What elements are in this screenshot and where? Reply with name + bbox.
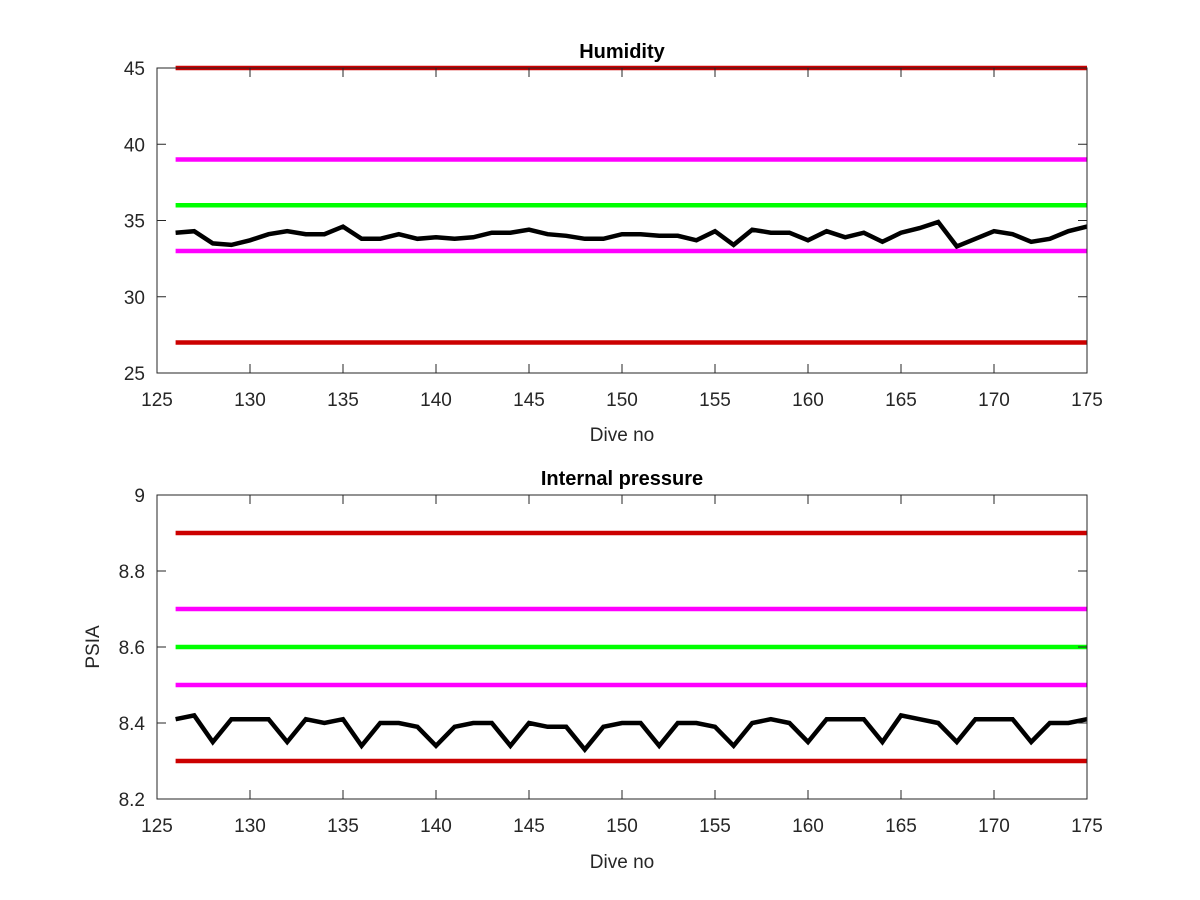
pressure-x-tick-label: 160 bbox=[792, 816, 824, 837]
pressure-x-tick-label: 130 bbox=[234, 816, 266, 837]
humidity-y-tick-label: 35 bbox=[124, 212, 145, 233]
pressure-x-label: Dive no bbox=[590, 852, 654, 873]
pressure-y-tick-label: 8.8 bbox=[119, 562, 145, 583]
pressure-x-ticks: 125 130 135 140 145 150 155 160 165 170 175 bbox=[141, 495, 1103, 837]
pressure-x-tick-label: 150 bbox=[606, 816, 638, 837]
pressure-y-label: PSIA bbox=[83, 625, 104, 669]
pressure-y-ticks: 8.2 8.4 8.6 8.8 9 bbox=[119, 486, 1087, 811]
humidity-x-tick-label: 150 bbox=[606, 390, 638, 411]
humidity-plot-area bbox=[157, 68, 1087, 373]
humidity-x-tick-label: 140 bbox=[420, 390, 452, 411]
pressure-series-line-0 bbox=[175, 712, 1088, 754]
humidity-x-tick-label: 135 bbox=[327, 390, 359, 411]
pressure-panel: 125 130 135 140 145 150 155 160 165 170 175 8.2 8.4… bbox=[83, 468, 1103, 873]
humidity-x-tick-label: 160 bbox=[792, 390, 824, 411]
humidity-y-tick-label: 30 bbox=[124, 288, 145, 309]
humidity-x-tick-label: 145 bbox=[513, 390, 545, 411]
humidity-panel: 125 130 135 140 145 150 155 160 165 170 175 25 30 35… bbox=[124, 41, 1103, 446]
humidity-y-tick-label: 40 bbox=[124, 135, 145, 156]
humidity-series-line-0 bbox=[175, 219, 1088, 250]
pressure-x-tick-label: 155 bbox=[699, 816, 731, 837]
pressure-title: Internal pressure bbox=[541, 468, 703, 490]
humidity-y-tick-label: 45 bbox=[124, 59, 145, 80]
humidity-x-tick-label: 130 bbox=[234, 390, 266, 411]
pressure-x-tick-label: 170 bbox=[978, 816, 1010, 837]
humidity-x-tick-label: 125 bbox=[141, 390, 173, 411]
pressure-x-tick-label: 175 bbox=[1071, 816, 1103, 837]
pressure-x-tick-label: 135 bbox=[327, 816, 359, 837]
humidity-title: Humidity bbox=[579, 41, 665, 63]
pressure-x-tick-label: 125 bbox=[141, 816, 173, 837]
pressure-y-tick-label: 8.2 bbox=[119, 790, 145, 811]
humidity-series bbox=[175, 219, 1088, 250]
pressure-y-tick-label: 8.6 bbox=[119, 638, 145, 659]
pressure-reference-lines bbox=[175, 530, 1087, 764]
humidity-x-ticks: 125 130 135 140 145 150 155 160 165 170 175 bbox=[141, 68, 1103, 411]
pressure-x-tick-label: 165 bbox=[885, 816, 917, 837]
pressure-series bbox=[175, 712, 1088, 754]
pressure-x-tick-label: 145 bbox=[513, 816, 545, 837]
humidity-x-label: Dive no bbox=[590, 425, 654, 446]
humidity-y-tick-label: 25 bbox=[124, 364, 145, 385]
humidity-x-tick-label: 175 bbox=[1071, 390, 1103, 411]
pressure-x-tick-label: 140 bbox=[420, 816, 452, 837]
pressure-y-tick-label: 8.4 bbox=[119, 714, 146, 735]
humidity-x-tick-label: 170 bbox=[978, 390, 1010, 411]
humidity-x-tick-label: 165 bbox=[885, 390, 917, 411]
pressure-y-tick-label: 9 bbox=[134, 486, 145, 507]
humidity-x-tick-label: 155 bbox=[699, 390, 731, 411]
humidity-y-ticks: 25 30 35 40 45 bbox=[124, 59, 1087, 385]
